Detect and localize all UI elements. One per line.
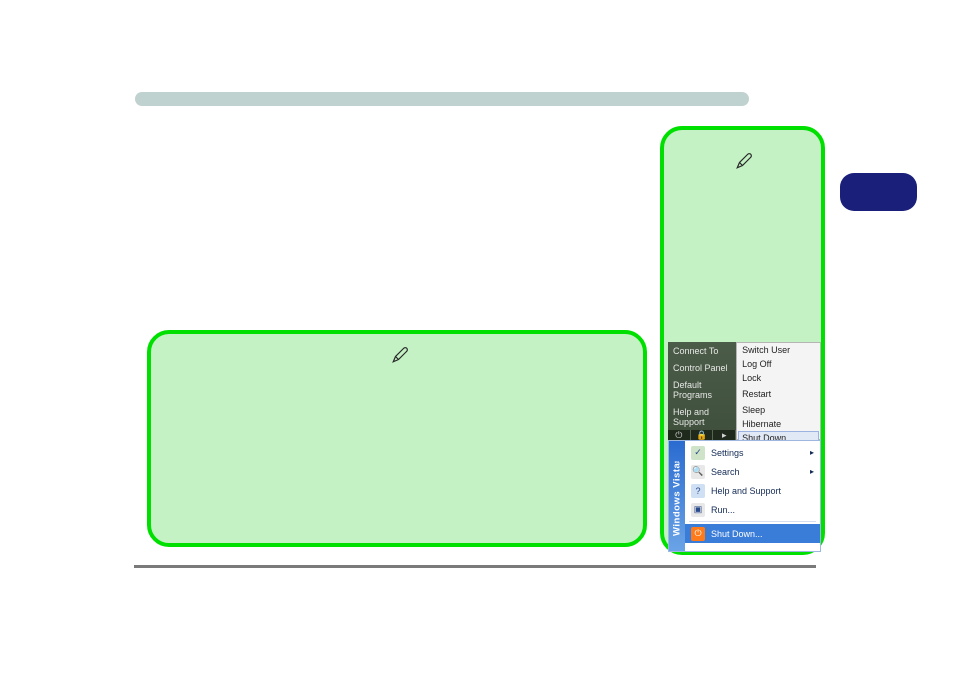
help-and-support-icon: ? xyxy=(691,484,705,498)
xp-menu-item-label: Settings xyxy=(711,448,744,458)
header-bar xyxy=(135,92,749,106)
vista-submenu-item[interactable]: Log Off xyxy=(737,357,820,371)
xp-menu-item[interactable]: ? Help and Support xyxy=(685,481,820,500)
xp-menu-item[interactable]: ▣ Run... xyxy=(685,500,820,519)
vista-left-item[interactable]: Default Programs xyxy=(668,376,736,403)
xp-menu-item-label: Search xyxy=(711,467,740,477)
xp-menu-item-label: Shut Down... xyxy=(711,529,763,539)
brand-label: Windows Vista xyxy=(672,463,683,536)
page-tab xyxy=(840,173,917,211)
menu-separator xyxy=(689,521,816,522)
vista-left-item[interactable]: Connect To xyxy=(668,342,736,359)
vista-submenu-item[interactable]: Lock xyxy=(737,371,820,385)
vista-start-menu-screenshot: Connect To Control Panel Default Program… xyxy=(668,342,821,440)
pen-icon xyxy=(391,346,409,366)
xp-start-menu-screenshot: Windows Vista™ ✓ Settings ▸ 🔍 Search ▸? Help a… xyxy=(668,440,821,552)
search-icon: 🔍 xyxy=(691,465,705,479)
xp-menu-item[interactable]: ✓ Settings ▸ xyxy=(685,443,820,462)
xp-menu-item[interactable]: 🔍 Search ▸ xyxy=(685,462,820,481)
footer-divider xyxy=(134,565,816,568)
vista-left-item[interactable]: Help and Support xyxy=(668,403,736,430)
vista-submenu-item[interactable]: Switch User xyxy=(737,343,820,357)
xp-menu-item[interactable]: ⏻ Shut Down... xyxy=(685,524,820,543)
vista-submenu-item[interactable]: Sleep xyxy=(737,403,820,417)
vista-start-left-column: Connect To Control Panel Default Program… xyxy=(668,342,736,440)
xp-side-brand: Windows Vista™ xyxy=(669,441,685,551)
chevron-right-icon: ▸ xyxy=(810,448,814,457)
note-box-side: Connect To Control Panel Default Program… xyxy=(660,126,825,555)
note-box-main xyxy=(147,330,647,547)
shut-down--icon: ⏻ xyxy=(691,527,705,541)
vista-left-item[interactable]: Control Panel xyxy=(668,359,736,376)
vista-submenu-item[interactable]: Restart xyxy=(737,387,820,401)
run--icon: ▣ xyxy=(691,503,705,517)
xp-menu-item-label: Help and Support xyxy=(711,486,781,496)
vista-power-submenu: Switch User Log Off Lock Restart Sleep H… xyxy=(736,342,821,440)
xp-menu-item-label: Run... xyxy=(711,505,735,515)
chevron-right-icon: ▸ xyxy=(810,467,814,476)
xp-menu-body: ✓ Settings ▸ 🔍 Search ▸? Help and Support ▣ Run.… xyxy=(685,441,820,551)
trademark-symbol: ™ xyxy=(674,456,680,463)
pen-icon xyxy=(735,152,753,172)
settings-icon: ✓ xyxy=(691,446,705,460)
vista-submenu-item[interactable]: Hibernate xyxy=(737,417,820,431)
